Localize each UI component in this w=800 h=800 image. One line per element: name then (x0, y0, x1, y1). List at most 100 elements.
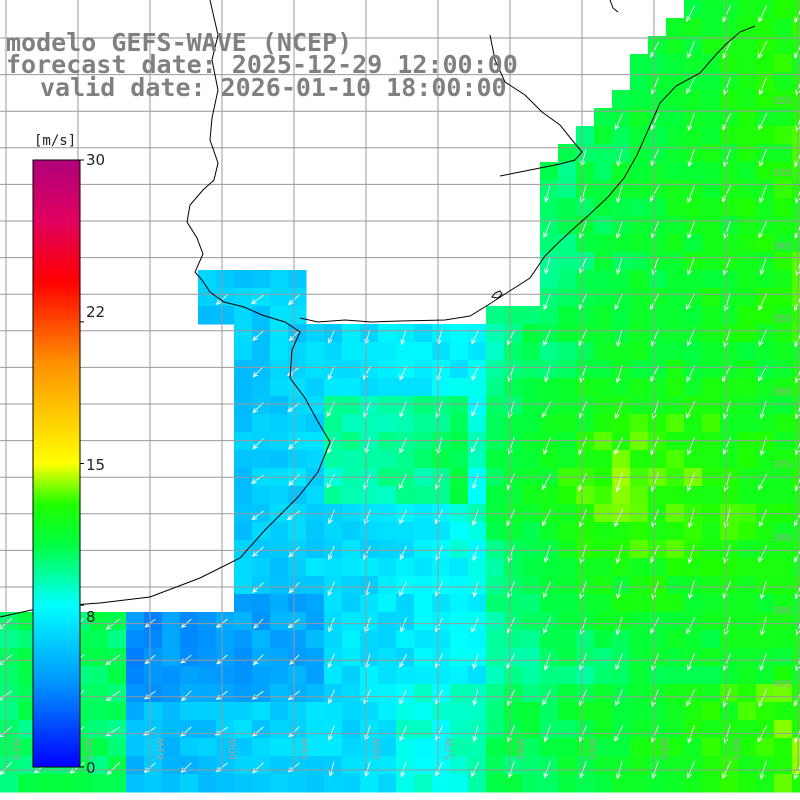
wind-speed-cell (630, 288, 649, 307)
wind-speed-cell (378, 648, 397, 667)
wind-speed-cell (378, 432, 397, 451)
wind-speed-cell (360, 450, 379, 469)
wind-speed-cell (234, 558, 253, 577)
wind-speed-cell (468, 486, 487, 505)
wind-speed-cell (324, 522, 343, 541)
wind-speed-cell (540, 342, 559, 361)
wind-arrow (542, 508, 552, 527)
wind-speed-cell (738, 180, 757, 199)
wind-speed-cell (774, 540, 793, 559)
wind-speed-cell (450, 504, 469, 523)
wind-speed-cell (306, 342, 325, 361)
wind-speed-cell (126, 612, 145, 631)
wind-speed-cell (738, 414, 757, 433)
wind-speed-cell (216, 738, 235, 757)
wind-speed-cell (414, 558, 433, 577)
wind-speed-cell (306, 774, 325, 793)
wind-arrow (105, 654, 121, 666)
latitude-label: 40S (773, 679, 792, 690)
wind-speed-cell (378, 342, 397, 361)
wind-speed-cell (702, 486, 721, 505)
wind-arrow (252, 330, 264, 341)
wind-arrow (250, 294, 265, 305)
wind-arrow (759, 580, 767, 600)
wind-speed-cell (648, 198, 667, 217)
wind-speed-cell (90, 774, 109, 793)
wind-arrow (793, 693, 800, 707)
wind-speed-cell (486, 522, 505, 541)
wind-speed-cell (684, 198, 703, 217)
wind-speed-cell (774, 72, 793, 91)
wind-arrow (472, 473, 479, 490)
longitude-label: 57W (444, 737, 455, 760)
wind-speed-cell (594, 540, 613, 559)
wind-arrow (615, 689, 623, 707)
wind-speed-cell (774, 324, 793, 343)
wind-speed-cell (558, 666, 577, 685)
wind-arrow (651, 508, 659, 528)
wind-arrow (470, 437, 480, 454)
wind-speed-cell (630, 684, 649, 703)
wind-speed-cell (504, 486, 523, 505)
wind-speed-cell (522, 360, 541, 379)
wind-speed-cell (306, 324, 325, 343)
wind-speed-cell (540, 630, 559, 649)
wind-speed-cell (666, 54, 685, 73)
wind-speed-cell (18, 630, 37, 649)
wind-speed-cell (558, 378, 577, 397)
wind-arrow (579, 653, 587, 671)
wind-speed-cell (612, 414, 631, 433)
wind-speed-cell (774, 756, 793, 775)
wind-speed-cell (450, 576, 469, 595)
wind-speed-cell (0, 774, 19, 793)
wind-speed-cell (774, 54, 793, 73)
wind-speed-cell (504, 666, 523, 685)
wind-speed-cell (414, 540, 433, 559)
wind-speed-cell (666, 36, 685, 55)
wind-speed-cell (342, 522, 361, 541)
wind-speed-cell (234, 666, 253, 685)
wind-speed-cell (378, 378, 397, 397)
wind-speed-cell (450, 720, 469, 739)
latitude-label: 33S (773, 168, 792, 179)
wind-speed-cell (774, 666, 793, 685)
wind-speed-cell (630, 144, 649, 163)
wind-speed-cell (234, 684, 253, 703)
wind-speed-cell (486, 558, 505, 577)
wind-speed-cell (126, 648, 145, 667)
wind-speed-cell (522, 684, 541, 703)
wind-speed-cell (144, 774, 163, 793)
wind-arrow (543, 761, 551, 779)
wind-speed-cell (216, 666, 235, 685)
wind-arrow (723, 544, 731, 564)
wind-speed-cell (594, 648, 613, 667)
wind-speed-cell (666, 72, 685, 91)
wind-speed-cell (396, 630, 415, 649)
wind-speed-cell (306, 432, 325, 451)
wind-speed-cell (324, 558, 343, 577)
wind-speed-cell (396, 738, 415, 757)
wind-speed-cell (684, 774, 703, 793)
wind-speed-cell (612, 522, 631, 541)
wind-speed-cell (18, 684, 37, 703)
wind-speed-cell (108, 666, 127, 685)
wind-speed-cell (378, 504, 397, 523)
latitude-label: 34S (773, 241, 792, 252)
wind-speed-cell (666, 684, 685, 703)
wind-speed-cell (90, 648, 109, 667)
wind-speed-cell (702, 648, 721, 667)
wind-speed-cell (90, 720, 109, 739)
wind-speed-cell (234, 630, 253, 649)
wind-speed-cell (756, 774, 775, 793)
wind-speed-cell (684, 486, 703, 505)
wind-speed-cell (522, 648, 541, 667)
wind-speed-cell (630, 630, 649, 649)
wind-speed-cell (792, 18, 800, 37)
wind-speed-cell (558, 522, 577, 541)
wind-arrow (399, 365, 407, 381)
wind-arrow (760, 616, 767, 636)
wind-speed-cell (216, 306, 235, 325)
wind-speed-cell (342, 396, 361, 415)
wind-speed-cell (630, 198, 649, 217)
wind-speed-cell (378, 324, 397, 343)
